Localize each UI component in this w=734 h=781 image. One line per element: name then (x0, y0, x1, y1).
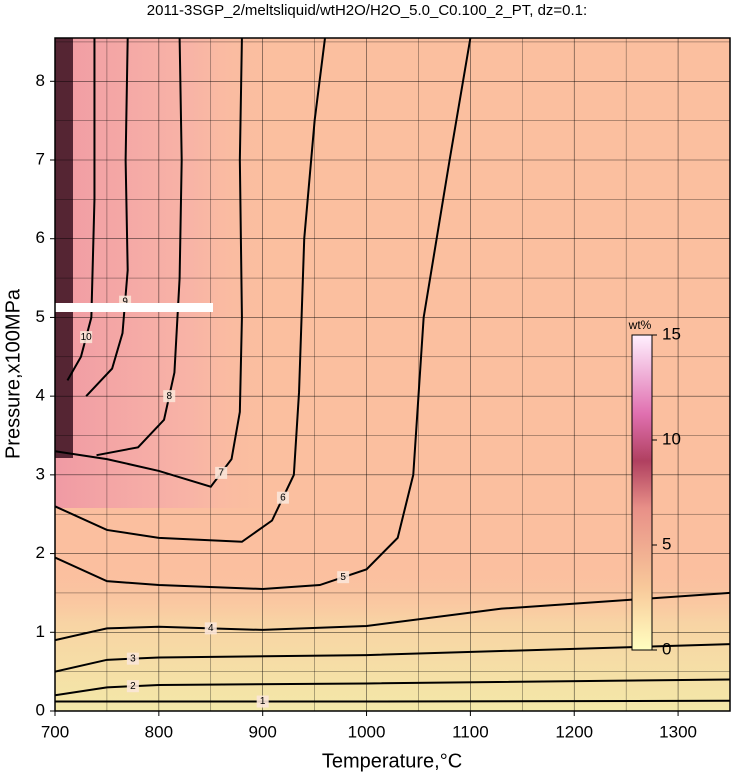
contour-label-bg (276, 491, 289, 504)
colorbar: wt% 0 5 10 15 (628, 318, 681, 658)
y-tick-label: 6 (36, 228, 45, 247)
x-tick-label: 900 (249, 722, 277, 741)
contour-label: 3 (130, 653, 136, 664)
contour-line (55, 38, 243, 488)
contour-label-bg (126, 652, 139, 665)
colorbar-label: wt% (628, 318, 652, 332)
x-tick-label: 1200 (555, 722, 593, 741)
contour-label: 4 (208, 623, 214, 634)
x-tick-label: 1100 (452, 722, 489, 741)
x-tick-label: 1000 (348, 722, 386, 741)
colorbar-tick-label: 10 (662, 429, 681, 448)
contour-label: 5 (340, 572, 346, 583)
y-tick-label: 8 (36, 71, 45, 90)
plot-background (55, 38, 730, 711)
contour-label: 8 (166, 391, 172, 402)
grid (55, 38, 730, 711)
contour-label: 7 (218, 468, 224, 479)
y-tick-label: 3 (36, 464, 45, 483)
contour-label-bg (215, 466, 228, 479)
x-tick-label: 700 (41, 722, 69, 741)
y-tick-label: 2 (36, 543, 45, 562)
y-tick-label: 4 (36, 386, 45, 405)
contour-line (96, 38, 183, 457)
y-axis-label: Pressure,x100MPa (2, 288, 24, 459)
x-tick-label: 1300 (659, 722, 697, 741)
colorbar-tick-label: 15 (662, 324, 681, 343)
chart-title: 2011-3SGP_2/meltsliquid/wtH2O/H2O_5.0_C0… (147, 2, 587, 19)
x-tick-label: 800 (145, 722, 173, 741)
contour-label: 9 (122, 296, 128, 307)
contour-line (55, 699, 730, 703)
contour-line (55, 678, 730, 697)
contour-label-bg (163, 390, 176, 403)
contour-label-bg (204, 622, 217, 635)
colorbar-tick-label: 0 (662, 639, 671, 658)
contour-label: 1 (260, 696, 266, 707)
contour-label-bg (80, 331, 93, 344)
colorbar-tick-label: 5 (662, 534, 671, 553)
plot-frame (54, 37, 731, 712)
contour-line (55, 591, 730, 642)
artifact-bar (55, 303, 213, 312)
contour-line (55, 643, 730, 673)
contour-line (55, 38, 472, 590)
contour-label: 6 (280, 492, 286, 503)
contour-label: 10 (81, 332, 93, 343)
contour-label-bg (256, 695, 269, 708)
y-tick-label: 0 (36, 700, 45, 719)
contour-label-bg (126, 680, 139, 693)
colorbar-scale (631, 334, 653, 651)
contour-label-bg (337, 571, 350, 584)
contour-line (66, 38, 96, 381)
y-tick-label: 1 (36, 622, 45, 641)
x-axis-label: Temperature,°C (322, 750, 462, 772)
y-tick-label: 5 (36, 307, 45, 326)
contours: 1 2 3 4 5 6 7 8 9 10 (55, 38, 730, 708)
contour-label: 2 (130, 681, 136, 692)
y-tick-label: 7 (36, 149, 45, 168)
